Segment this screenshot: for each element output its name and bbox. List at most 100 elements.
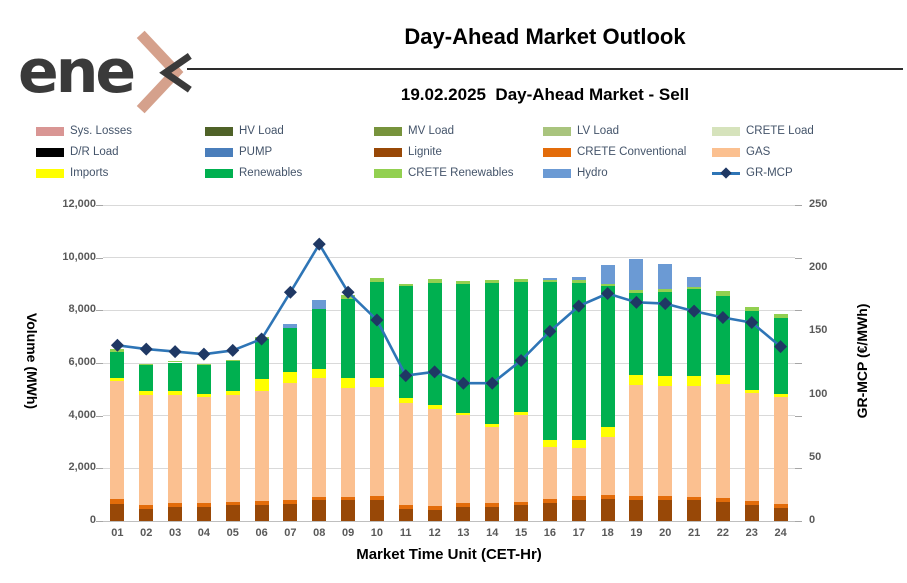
bar-segment-lignite: [600, 498, 615, 521]
bar-segment-lignite: [254, 505, 269, 521]
bar-segment-crete-renewables: [687, 287, 702, 290]
y-axis-tick-left: [96, 468, 103, 470]
bar-segment-crete-renewables: [168, 360, 183, 363]
y-axis-title-left: Volume (MWh): [24, 312, 40, 410]
x-axis-tick-label: 04: [197, 527, 211, 539]
bar-segment-renewables: [110, 351, 125, 379]
bar-segment-imports: [658, 376, 673, 387]
legend-diamond-icon: [720, 167, 732, 179]
bar-segment-renewables: [485, 282, 500, 425]
bar-segment-crete-renewables: [485, 280, 500, 283]
stacked-bar-hour-09: [341, 205, 356, 521]
bar-segment-imports: [629, 375, 644, 386]
legend-item-hydro: Hydro: [543, 166, 712, 180]
x-axis-tick-label: 10: [370, 527, 384, 539]
legend-item-hv-load: HV Load: [205, 124, 374, 138]
bar-segment-lignite: [456, 507, 471, 521]
bar-segment-renewables: [600, 286, 615, 427]
y-axis-tick-right: [795, 521, 802, 522]
bar-segment-gas: [456, 415, 471, 504]
plot-area: [103, 204, 795, 521]
bar-segment-renewables: [283, 328, 298, 372]
bar-segment-crete-conventional: [485, 503, 500, 508]
bar-segment-renewables: [629, 292, 644, 376]
legend-label: LV Load: [577, 125, 619, 137]
bar-segment-crete-renewables: [398, 284, 413, 286]
legend-swatch-icon: [374, 168, 402, 178]
stacked-bar-hour-21: [687, 205, 702, 521]
bar-segment-crete-renewables: [658, 289, 673, 292]
bar-segment-crete-conventional: [715, 497, 730, 502]
bar-segment-imports: [542, 440, 557, 447]
bar-segment-crete-conventional: [168, 503, 183, 508]
bar-segment-gas: [542, 446, 557, 499]
bar-segment-crete-conventional: [341, 496, 356, 501]
bar-segment-crete-renewables: [571, 280, 586, 283]
bar-segment-crete-conventional: [456, 503, 471, 508]
x-axis-tick-label: 12: [428, 527, 441, 539]
stacked-bar-hour-20: [658, 205, 673, 521]
stacked-bar-hour-04: [196, 205, 211, 521]
bar-segment-crete-renewables: [773, 314, 788, 318]
bar-segment-crete-conventional: [687, 496, 702, 501]
legend-swatch-icon: [712, 126, 740, 136]
legend-item-mv-load: MV Load: [374, 124, 543, 138]
y-axis-tick-right: [795, 205, 802, 206]
bar-segment-imports: [456, 412, 471, 416]
bar-segment-crete-conventional: [225, 501, 240, 506]
x-axis-tick-label: 03: [168, 527, 182, 539]
bar-segment-gas: [168, 395, 183, 504]
legend-item-gr-mcp: GR-MCP: [712, 166, 881, 180]
header-divider: [187, 68, 903, 70]
gridline: [103, 467, 795, 469]
bar-segment-crete-renewables: [514, 279, 529, 282]
bar-segment-imports: [773, 394, 788, 397]
stacked-bar-hour-02: [139, 205, 154, 521]
legend-item-lignite: Lignite: [374, 145, 543, 159]
bar-segment-lignite: [485, 507, 500, 521]
y-axis-title-right: GR-MCP (€/MWh): [854, 303, 870, 419]
bar-segment-crete-conventional: [542, 498, 557, 503]
y-axis-tick-right: [795, 415, 802, 417]
stacked-bar-hour-17: [571, 205, 586, 521]
x-axis-tick-label: 05: [226, 527, 239, 539]
y-axis-tick-right: [795, 310, 802, 312]
stacked-bar-hour-03: [168, 205, 183, 521]
bar-segment-imports: [254, 379, 269, 391]
bar-segment-lignite: [341, 500, 356, 521]
bar-segment-hydro: [283, 324, 298, 329]
bar-segment-renewables: [225, 361, 240, 391]
bar-segment-hydro: [600, 265, 615, 285]
bar-segment-crete-conventional: [369, 495, 384, 500]
x-axis-title: Market Time Unit (CET-Hr): [356, 546, 542, 563]
bar-segment-gas: [369, 386, 384, 496]
x-axis-tick-label: 24: [774, 527, 787, 539]
y-axis-tick-label-right: 250: [809, 198, 828, 210]
stacked-bar-hour-16: [542, 205, 557, 521]
bar-segment-crete-conventional: [427, 505, 442, 510]
bar-segment-renewables: [542, 282, 557, 441]
bar-segment-lignite: [427, 509, 442, 521]
legend-label: PUMP: [239, 146, 273, 158]
bar-segment-renewables: [168, 362, 183, 392]
bar-segment-crete-renewables: [744, 306, 759, 311]
bar-segment-imports: [341, 378, 356, 389]
y-axis-tick-label-left: 4,000: [68, 408, 96, 421]
bar-segment-gas: [715, 383, 730, 498]
legend-swatch-icon: [36, 147, 64, 157]
bar-segment-crete-renewables: [225, 359, 240, 362]
stacked-bar-hour-13: [456, 205, 471, 521]
bar-segment-imports: [687, 375, 702, 387]
stacked-bar-hour-24: [773, 205, 788, 521]
bar-segment-renewables: [715, 296, 730, 376]
y-axis-tick-left: [96, 363, 103, 364]
stacked-bar-hour-18: [600, 205, 615, 521]
bar-segment-imports: [715, 375, 730, 384]
legend-swatch-icon: [543, 147, 571, 157]
x-axis-tick-label: 01: [111, 527, 124, 539]
bar-segment-crete-conventional: [196, 503, 211, 508]
legend-swatch-icon: [205, 147, 233, 157]
y-axis-tick-left: [96, 310, 103, 312]
y-axis-tick-right: [795, 257, 802, 259]
